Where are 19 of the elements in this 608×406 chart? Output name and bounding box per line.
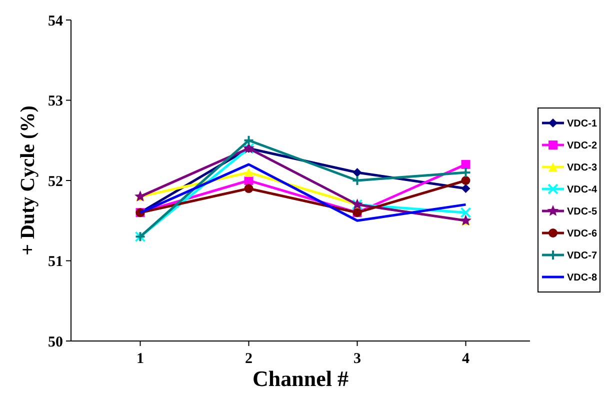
y-tick-label: 53 — [48, 94, 63, 110]
x-axis-title: Channel # — [252, 366, 348, 391]
legend-label: VDC-8 — [567, 272, 598, 284]
x-tick-label: 2 — [245, 351, 252, 367]
legend-label: VDC-4 — [567, 184, 598, 196]
legend-label: VDC-3 — [567, 162, 598, 174]
legend-label: VDC-6 — [567, 228, 598, 240]
x-tick-label: 1 — [136, 351, 144, 367]
x-tick-label: 4 — [462, 351, 470, 367]
y-tick-label: 50 — [48, 334, 63, 350]
x-tick-label: 3 — [354, 351, 361, 367]
legend-label: VDC-2 — [567, 140, 598, 152]
y-tick-label: 51 — [48, 254, 63, 270]
legend-label: VDC-5 — [567, 206, 598, 218]
y-tick-label: 52 — [48, 174, 63, 190]
legend-label: VDC-7 — [567, 250, 598, 262]
y-axis-title: + Duty Cycle (%) — [17, 106, 39, 256]
legend-label: VDC-1 — [567, 118, 598, 130]
y-tick-label: 54 — [48, 13, 64, 30]
